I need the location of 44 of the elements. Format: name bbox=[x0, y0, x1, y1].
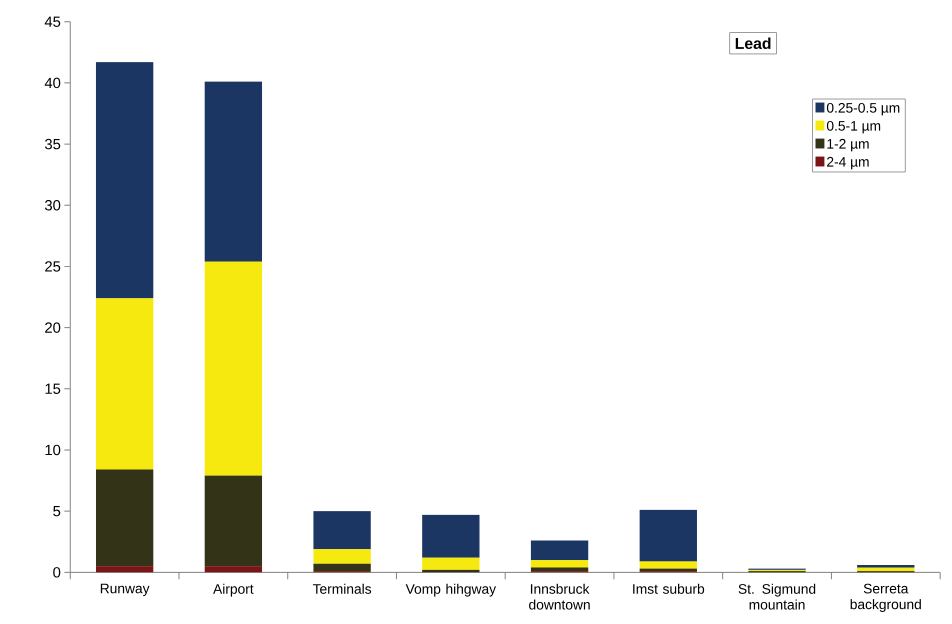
y-tick-label: 15 bbox=[46, 384, 60, 394]
y-tick-label: 20 bbox=[45, 322, 60, 333]
legend-label: 0.5-1 µm bbox=[826, 121, 880, 134]
x-tick-label: Imst suburb bbox=[633, 584, 704, 594]
bar bbox=[422, 558, 480, 570]
bar bbox=[857, 568, 914, 572]
bar bbox=[204, 82, 262, 262]
x-tick-label: Airport bbox=[213, 584, 254, 597]
y-tick-label: 5 bbox=[53, 506, 60, 516]
legend-label: 0.25-0.5 µm bbox=[826, 103, 900, 116]
bar bbox=[530, 540, 588, 560]
y-tick-label: 10 bbox=[46, 444, 60, 456]
x-tick-label: Innsbruck downtown bbox=[529, 584, 590, 610]
y-tick-label: 25 bbox=[45, 261, 60, 272]
y-tick-label: 35 bbox=[44, 138, 60, 150]
bar bbox=[96, 470, 154, 566]
bar bbox=[422, 514, 480, 558]
x-tick-label: St. Sigmund mountain bbox=[738, 584, 816, 610]
bar bbox=[204, 566, 262, 572]
y-tick-label: 45 bbox=[44, 16, 60, 28]
bar bbox=[96, 298, 154, 470]
x-tick-label: Vomp hihgway bbox=[406, 584, 496, 597]
y-tick-label: 30 bbox=[44, 200, 60, 211]
bar bbox=[530, 568, 588, 572]
bar bbox=[857, 565, 914, 568]
bar bbox=[204, 476, 262, 566]
y-tick-label: 0 bbox=[53, 567, 60, 578]
bar bbox=[313, 564, 371, 572]
x-tick-label: Runway bbox=[100, 584, 150, 596]
bar bbox=[530, 560, 588, 568]
bar bbox=[640, 561, 697, 569]
bar bbox=[640, 510, 697, 562]
bar bbox=[96, 566, 154, 572]
legend-label: 2-4 µm bbox=[827, 157, 869, 170]
legend-label: 1-2 µm bbox=[827, 139, 869, 152]
bar bbox=[96, 62, 154, 298]
x-tick-label: Terminals bbox=[312, 584, 372, 594]
text: Lead bbox=[736, 38, 770, 50]
bar bbox=[204, 262, 262, 476]
bar bbox=[313, 511, 371, 550]
y-tick-label: 40 bbox=[44, 78, 60, 88]
bar bbox=[640, 568, 697, 572]
bar bbox=[313, 549, 371, 564]
x-tick-label: Serreta background bbox=[850, 584, 921, 612]
